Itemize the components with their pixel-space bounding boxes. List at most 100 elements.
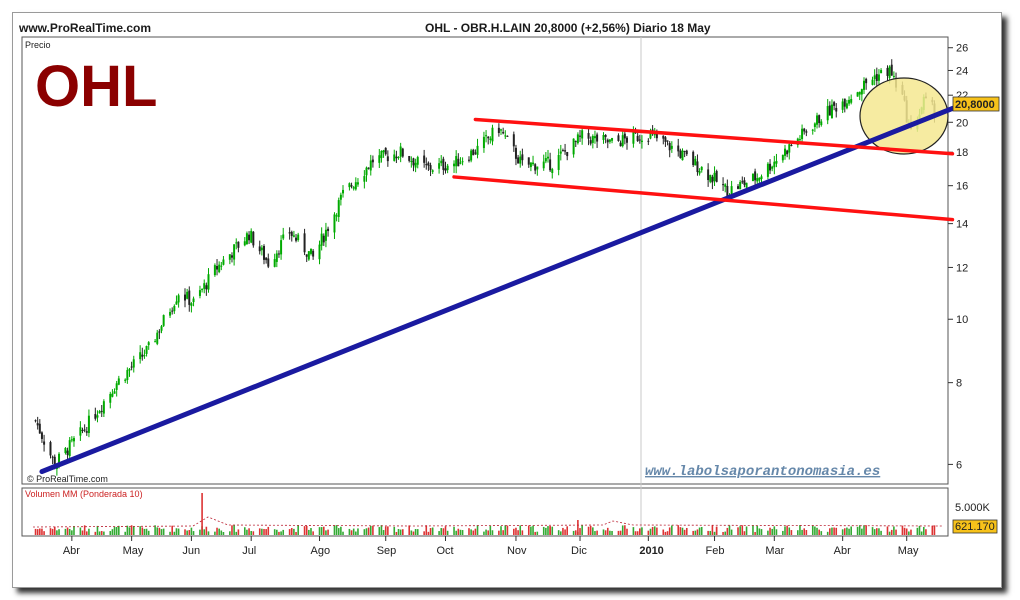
candle-body [416,157,419,165]
candle-body [576,134,579,144]
volume-bar [363,529,366,535]
candle-body [363,176,366,182]
candle-body [113,391,116,394]
volume-bar [365,528,368,535]
candle-body [647,140,650,142]
volume-bar [557,530,560,535]
volume-bar [843,528,846,535]
volume-bar [833,527,835,535]
site-url[interactable]: www.ProRealTime.com [19,21,152,35]
candle-body [309,248,312,254]
volume-bar [310,528,312,535]
volume-bar [754,531,756,535]
candle-body [485,135,488,137]
volume-bar [873,529,876,535]
volume-label: Volumen MM (Ponderada 10) [25,489,143,499]
candle-body [625,137,628,143]
volume-bar [320,527,323,535]
candle-body [320,233,323,246]
candle-body [335,215,338,217]
volume-bar [440,528,443,535]
volume-bar [423,531,425,535]
volume-bar [111,529,114,535]
candle-body [220,265,223,267]
blog-link[interactable]: www.labolsaporantonomasia.es [645,464,880,480]
candle-body [243,241,246,246]
volume-bar [393,526,396,535]
volume-bar [713,531,716,535]
volume-bar [88,528,90,535]
volume-bar [207,531,210,535]
candle-body [681,150,684,161]
candle-body [327,228,330,232]
candle-body [670,145,673,149]
candle-body [43,441,46,445]
candle-body [589,140,592,144]
candle-body [386,156,389,162]
candle-body [350,185,353,187]
volume-bar [786,525,788,535]
candle-body [566,152,569,157]
candle-body [72,438,75,442]
candle-body [685,150,688,155]
volume-bar [799,525,801,535]
candle-body [769,163,772,171]
candle-body [322,235,325,243]
candle-body [722,184,725,186]
volume-bar [846,527,848,535]
candle-body [677,145,680,152]
volume-bar [871,527,874,535]
volume-bar [39,528,41,535]
volume-bar [252,531,255,535]
x-tick-label: Feb [706,545,725,557]
candle-body [250,230,253,243]
volume-bar [498,530,500,535]
volume-bar [698,527,701,535]
volume-bar [372,525,374,535]
volume-bar [243,527,246,535]
candle-body [267,258,270,267]
candle-body [237,241,240,248]
volume-bar [96,525,99,535]
candle-body [410,161,413,163]
volume-bar [128,527,131,535]
candle-body [813,123,816,127]
candle-body [352,187,355,189]
volume-bar [438,531,440,535]
candle-body [828,105,831,116]
candle-body [781,155,784,161]
x-tick-label: Sep [377,545,397,557]
volume-tick: 5.000K [955,502,991,514]
candle-body [502,132,505,134]
candle-body [277,253,280,255]
candle-body [186,291,189,299]
volume-bar [619,530,622,535]
candle-body [888,66,891,78]
candle-body [288,232,291,234]
candle-body [324,229,327,241]
candle-body [890,64,893,76]
volume-bar [397,528,400,535]
volume-bar [412,531,415,535]
candle-body [213,265,216,276]
volume-bar [592,527,594,535]
volume-bar [235,531,238,535]
volume-bar [98,531,101,535]
candle-body [85,431,88,433]
volume-bar [805,530,808,535]
candle-body [117,378,120,385]
volume-bar [113,526,116,535]
volume-bar [290,527,293,535]
volume-bar [933,525,936,535]
volume-bar [547,526,549,535]
volume-bar [491,530,494,535]
candle-body [442,158,445,170]
volume-bar [788,527,791,535]
chart-title: OHL - OBR.H.LAIN 20,8000 (+2,56%) Diario… [425,21,711,35]
volume-bar [312,531,314,535]
volume-bar [162,528,165,535]
volume-bar [696,529,699,535]
candle-body [655,131,658,139]
candle-body [139,352,142,360]
volume-bar [130,525,133,535]
